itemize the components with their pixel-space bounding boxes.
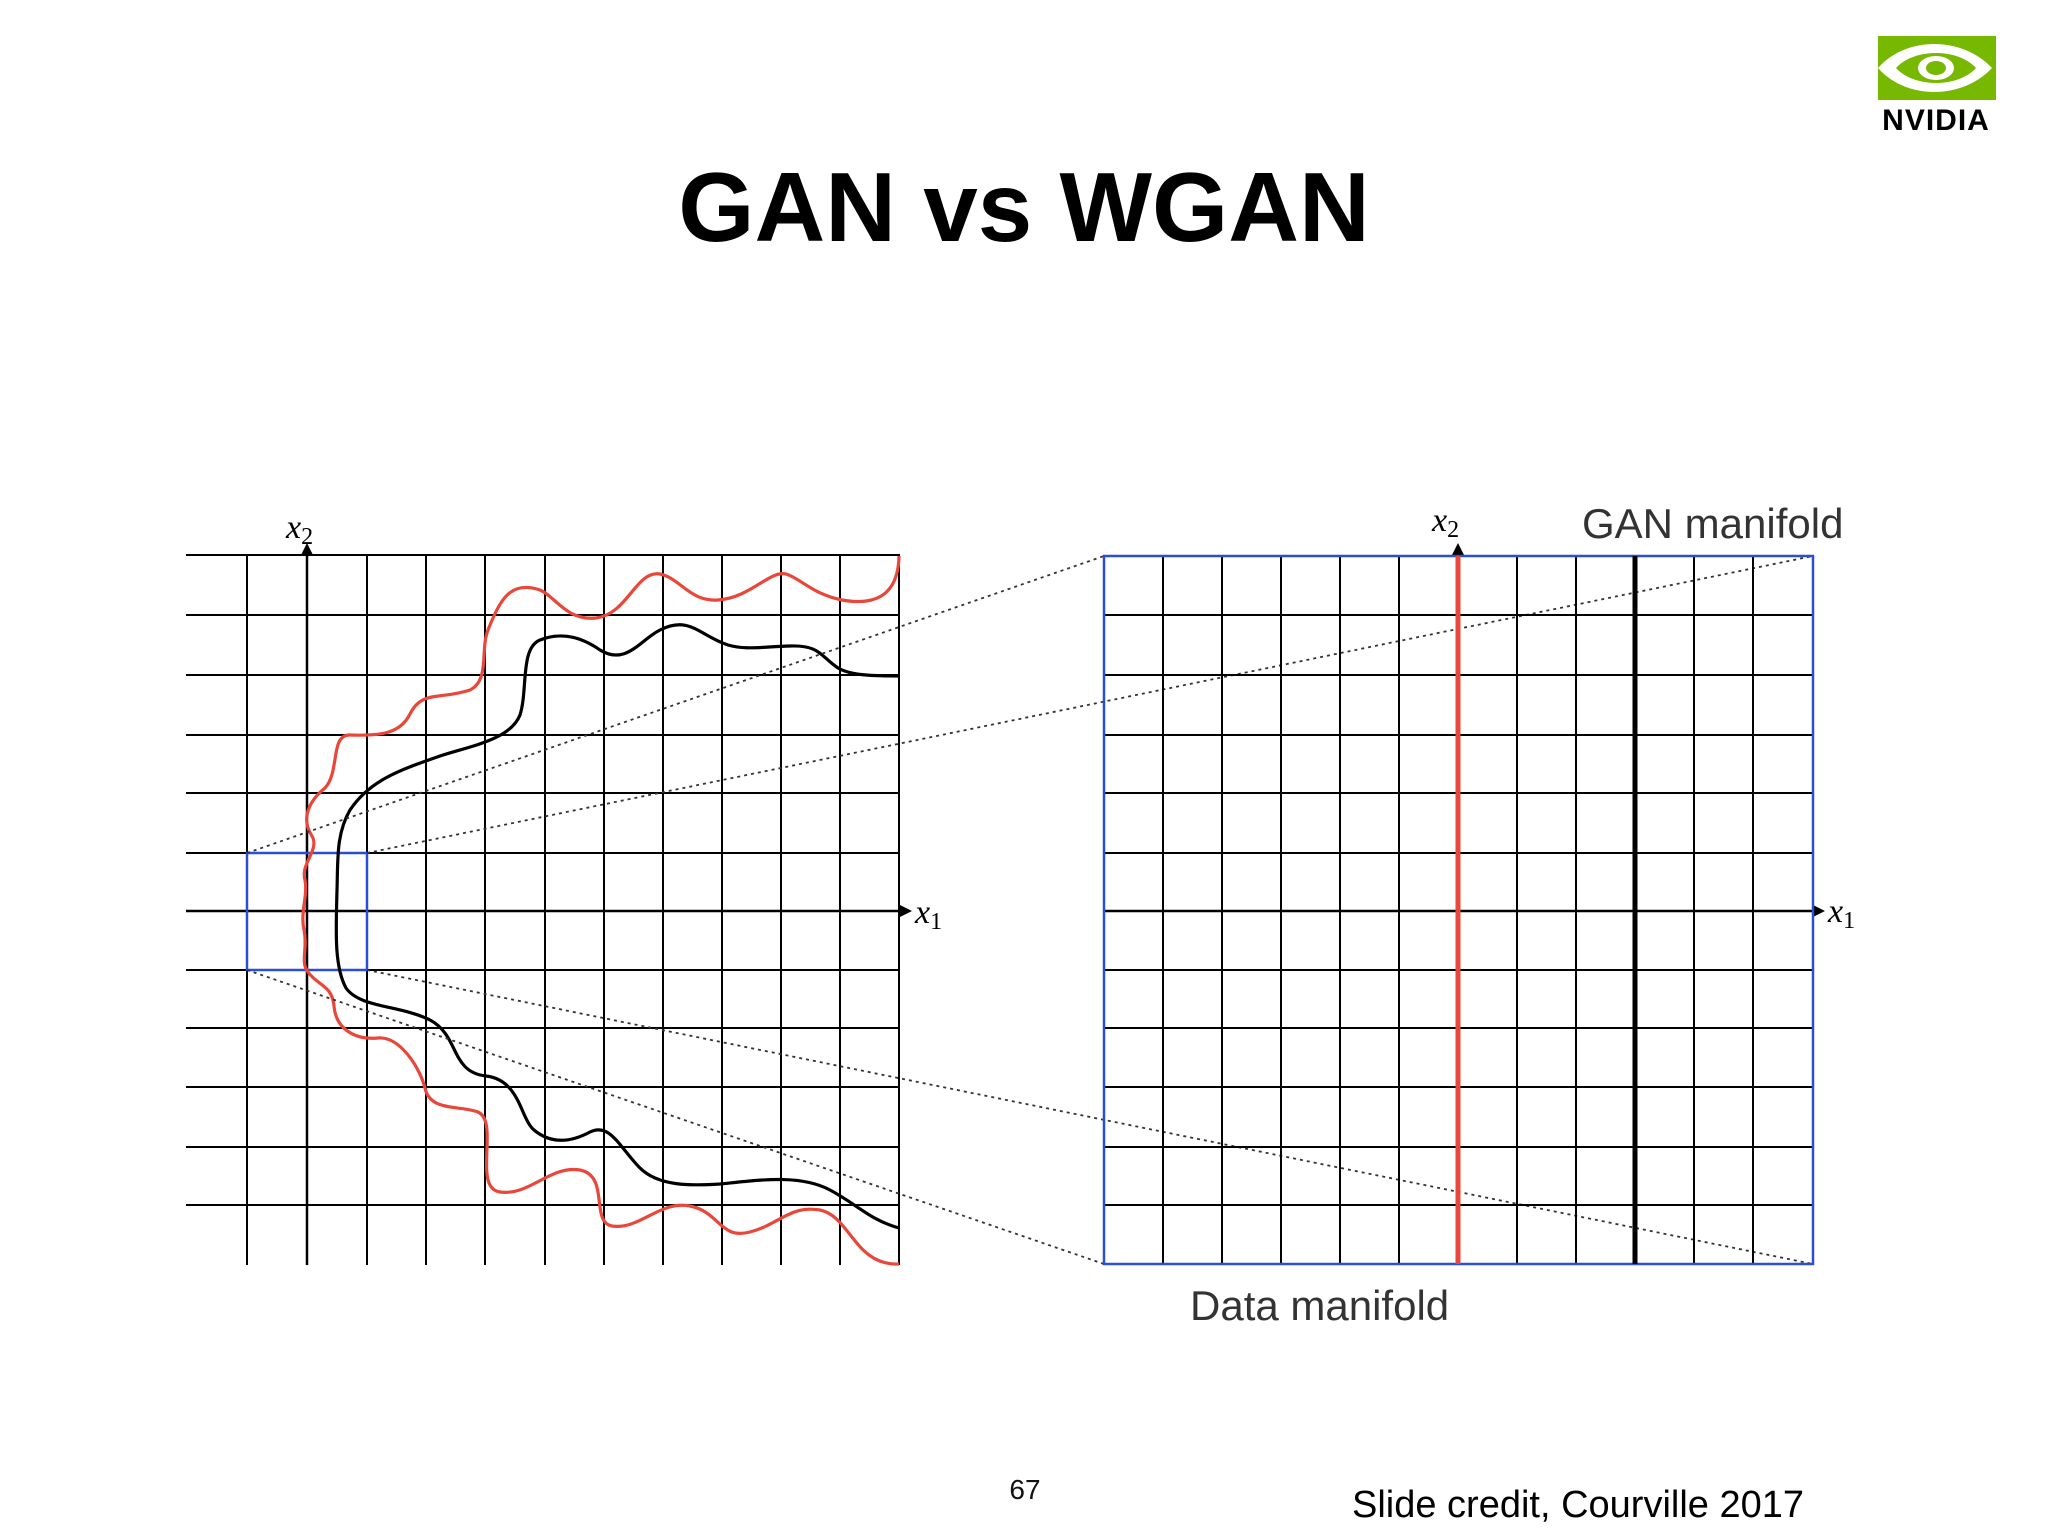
- page-number: 67: [1009, 1474, 1041, 1505]
- nvidia-logo-text: NVIDIA: [1882, 104, 1990, 137]
- right-y-axis-label: x2: [1431, 502, 1459, 543]
- nvidia-eye-icon: [1878, 36, 1996, 100]
- left-data-manifold-curve: [301, 555, 901, 1266]
- right-x-axis-label: x1: [1827, 893, 1855, 934]
- right-x-arrow: [1813, 905, 1825, 917]
- zoom-projection-lines: [246, 555, 1814, 1265]
- slide-title: GAN vs WGAN: [678, 152, 1370, 262]
- slide-credit: Slide credit, Courville 2017: [1352, 1484, 1805, 1526]
- left-y-axis-label: x2: [285, 509, 313, 550]
- left-x-arrow: [900, 905, 912, 917]
- left-gan-manifold-curve: [334, 623, 900, 1230]
- data-manifold-label: Data manifold: [1190, 1282, 1449, 1329]
- left-x-axis-label: x1: [914, 894, 942, 935]
- left-y-arrow: [301, 543, 313, 555]
- right-y-arrow: [1452, 543, 1464, 555]
- left-axes: [186, 552, 900, 1265]
- gan-manifold-label: GAN manifold: [1582, 500, 1843, 547]
